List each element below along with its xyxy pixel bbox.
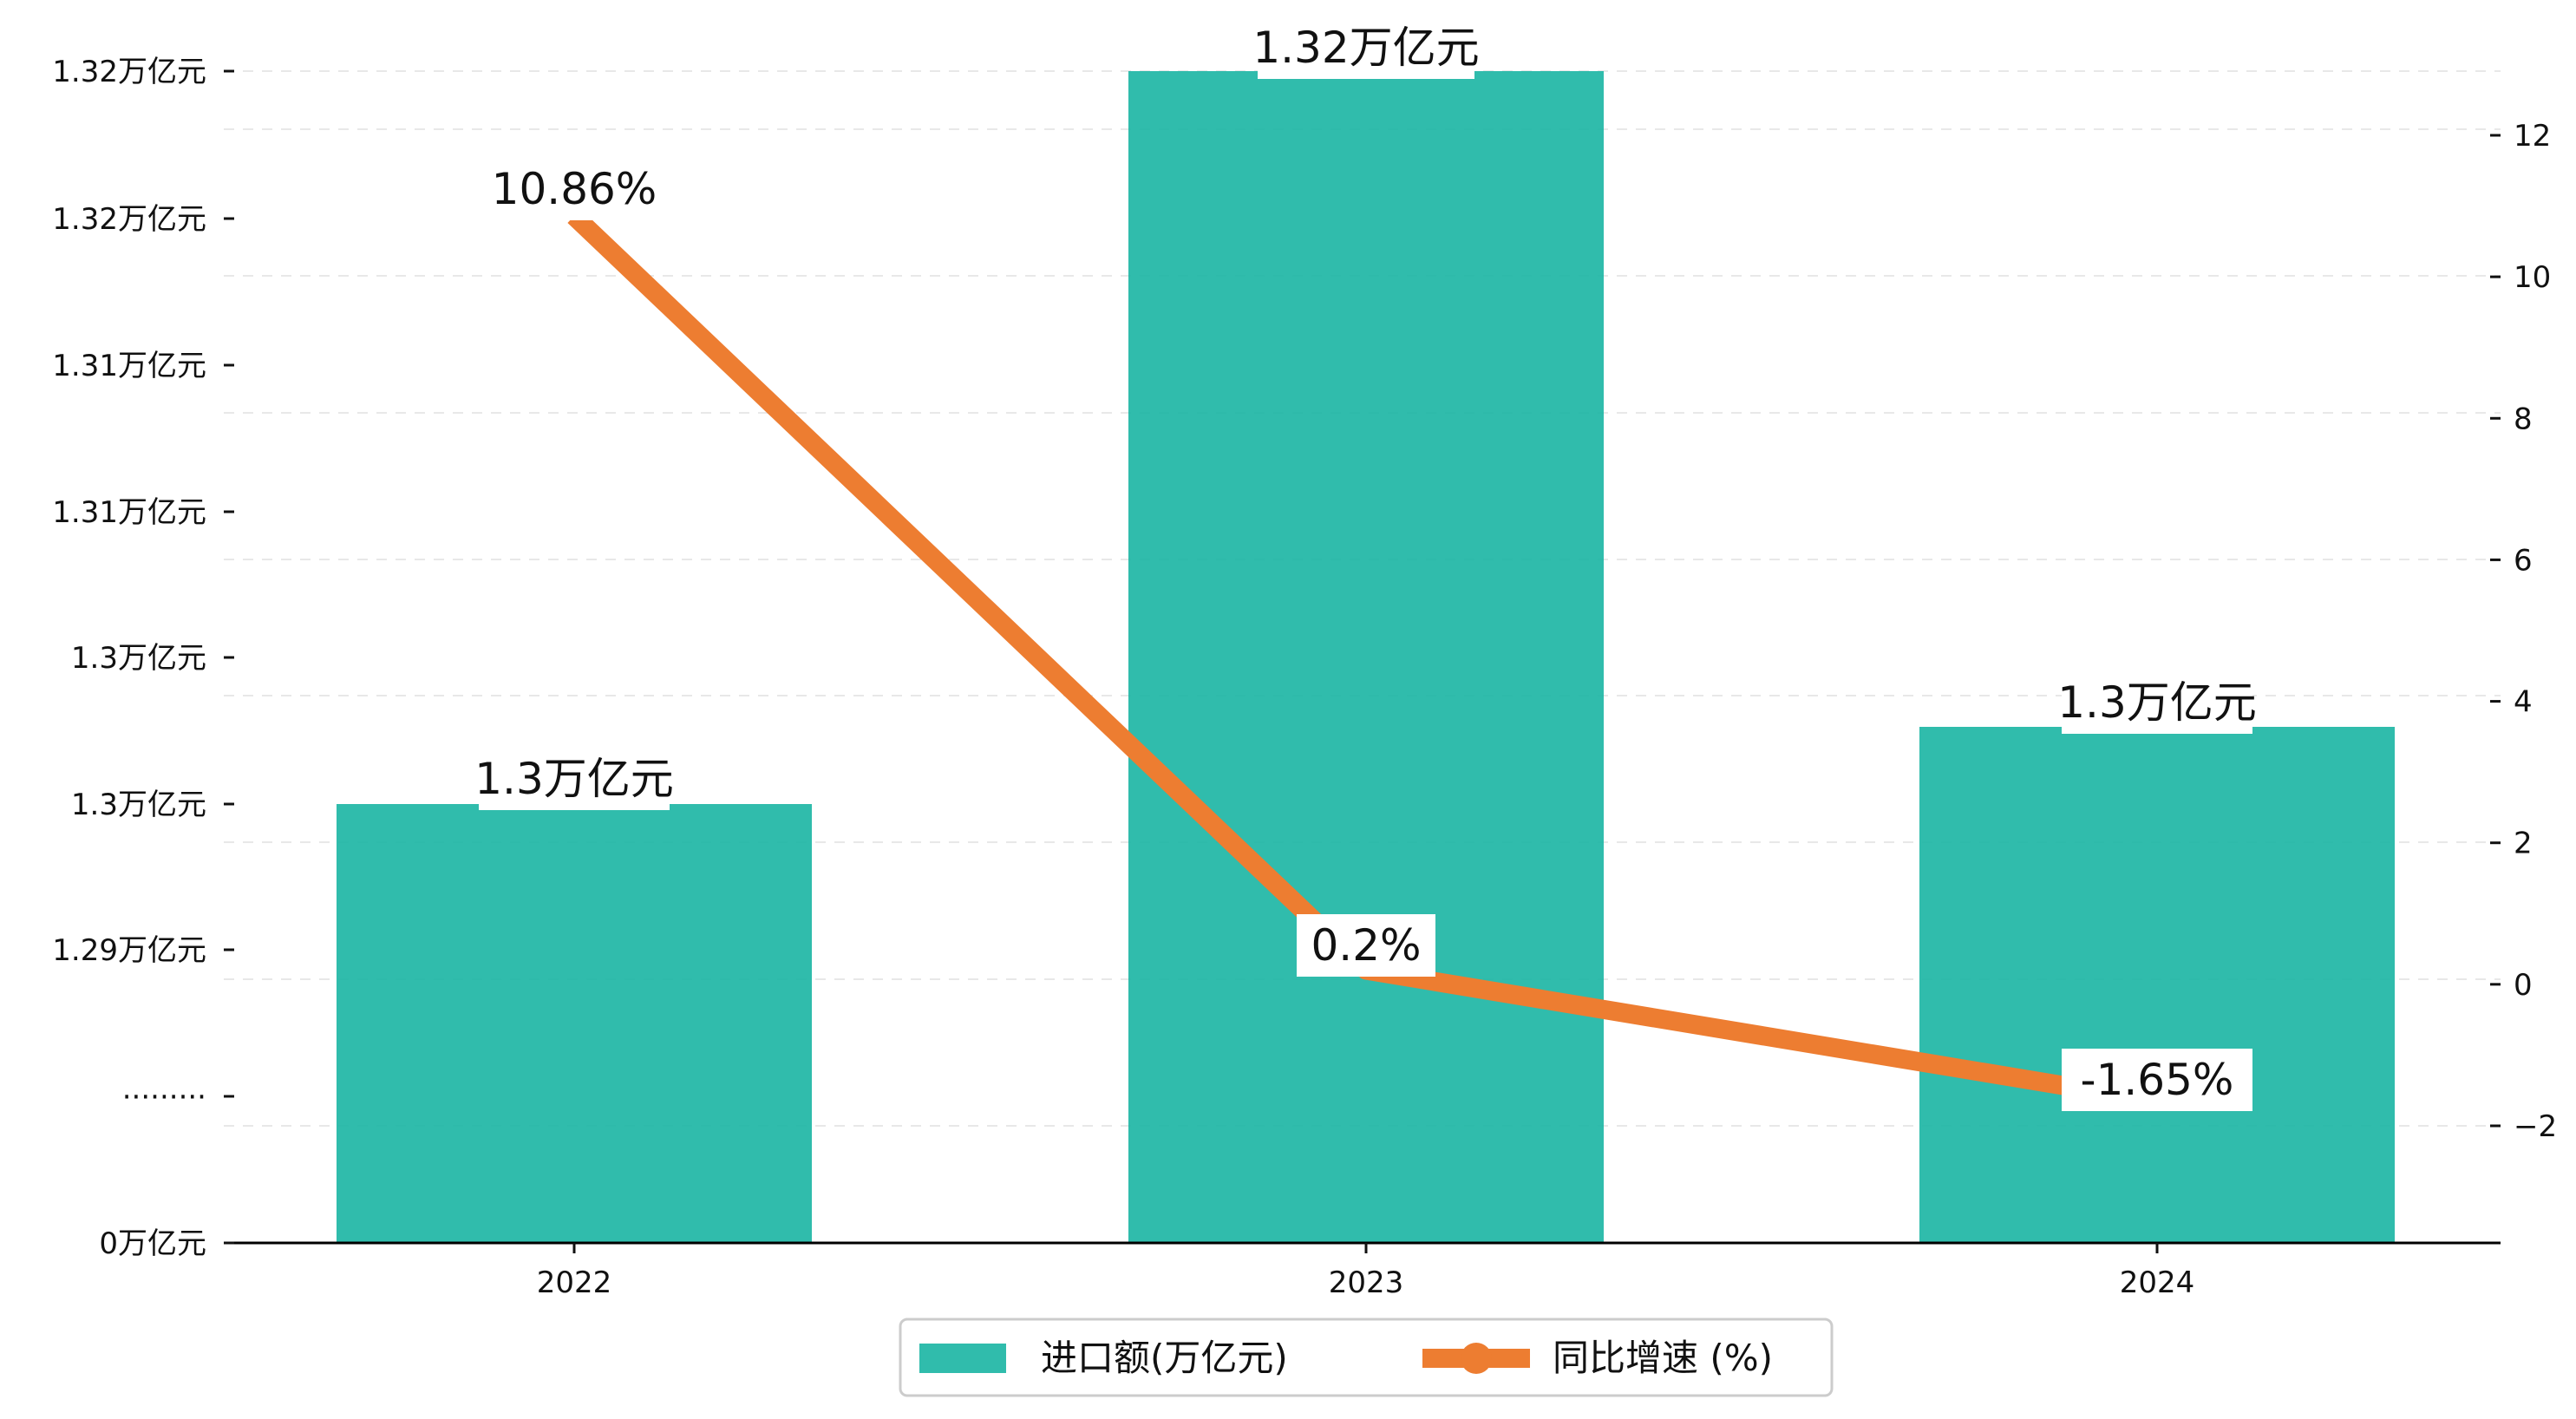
growth-value-label-box xyxy=(479,158,670,220)
bar-value-label: 1.3万亿元 xyxy=(474,754,674,804)
right-tick-label: 6 xyxy=(2514,543,2533,578)
legend-swatch-bar xyxy=(919,1344,1006,1373)
left-tick-label: ········· xyxy=(122,1080,206,1115)
right-tick-label: −2 xyxy=(2514,1109,2557,1144)
left-tick-label: 1.31万亿元 xyxy=(52,495,206,530)
left-tick-label: 1.3万亿元 xyxy=(71,641,206,676)
x-tick-label-2022: 2022 xyxy=(537,1265,612,1300)
legend-box xyxy=(899,1318,1834,1397)
left-tick-label: 1.32万亿元 xyxy=(52,202,206,237)
left-tick-label: 1.29万亿元 xyxy=(52,933,206,968)
bar-value-label-box xyxy=(2062,671,2252,734)
legend-label-line: 同比增速 (%) xyxy=(1553,1337,1773,1379)
bar-series xyxy=(337,71,2395,1243)
right-tick-label: 4 xyxy=(2514,685,2533,720)
growth-value-label: -1.65% xyxy=(2081,1055,2234,1105)
bar-value-label-box xyxy=(1258,16,1474,79)
bar-value-label: 1.3万亿元 xyxy=(2057,677,2257,728)
legend: 进口额(万亿元) 同比增速 (%) xyxy=(899,1318,1834,1397)
bar-2024 xyxy=(1919,727,2395,1243)
bar-value-label: 1.32万亿元 xyxy=(1252,23,1479,73)
axes: 0万亿元 ········· 1.29万亿元 1.3万亿元 1.3万亿元 1.31万亿元 1… xyxy=(52,55,2557,1300)
data-labels: 1.3万亿元 1.32万亿元 1.3万亿元 10.86% 0.2% -1.65% xyxy=(474,16,2257,1111)
legend-label-bar: 进口额(万亿元) xyxy=(1041,1337,1288,1379)
right-tick-label: 12 xyxy=(2514,119,2551,154)
left-tick-label: 1.3万亿元 xyxy=(71,788,206,822)
left-tick-label: 0万亿元 xyxy=(99,1226,206,1261)
growth-value-label: 10.86% xyxy=(492,164,657,214)
x-tick-label-2023: 2023 xyxy=(1329,1265,1404,1300)
growth-value-label: 0.2% xyxy=(1311,920,1421,971)
right-tick-label: 8 xyxy=(2514,402,2533,436)
left-tick-label: 1.31万亿元 xyxy=(52,349,206,383)
legend-swatch-marker xyxy=(1461,1343,1492,1374)
bar-2023 xyxy=(1128,71,1604,1243)
x-tick-label-2024: 2024 xyxy=(2120,1265,2195,1300)
right-tick-label: 10 xyxy=(2514,260,2551,295)
growth-value-label-box xyxy=(2062,1049,2252,1111)
right-tick-label: 2 xyxy=(2514,827,2533,861)
growth-value-label-box xyxy=(1297,914,1435,977)
bar-value-label-box xyxy=(479,748,670,810)
right-tick-label: 0 xyxy=(2514,968,2533,1003)
left-tick-label: 1.32万亿元 xyxy=(52,55,206,89)
bar-2022 xyxy=(337,804,812,1243)
